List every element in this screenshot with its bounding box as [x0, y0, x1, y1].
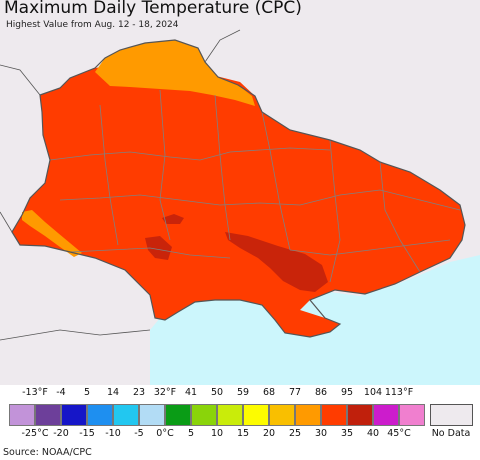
legend-swatch: [321, 404, 347, 426]
legend-celsius-label: 45°C: [387, 428, 411, 439]
legend-swatch: [113, 404, 139, 426]
oblast-borders: [49, 89, 461, 283]
legend-celsius-label: 20: [262, 428, 276, 439]
legend-celsius-label: -15: [79, 428, 95, 439]
legend-celsius-label: -10: [105, 428, 121, 439]
legend-fahrenheit-label: 14: [106, 387, 120, 398]
legend-fahrenheit-label: 77: [288, 387, 302, 398]
legend-celsius-label: 0°C: [156, 428, 174, 439]
map-panel: Maximum Daily Temperature (CPC) Highest …: [0, 0, 480, 385]
legend-celsius-label: 30: [314, 428, 328, 439]
legend-swatch: [399, 404, 425, 426]
legend-no-data-label: No Data: [431, 428, 471, 439]
region-main-area: [12, 63, 465, 337]
legend-no-data-swatch: [430, 404, 473, 426]
legend-swatch: [269, 404, 295, 426]
legend-fahrenheit-label: 32°F: [153, 387, 177, 398]
legend-swatch: [87, 404, 113, 426]
legend-swatch: [191, 404, 217, 426]
legend-swatch: [217, 404, 243, 426]
legend-swatch: [35, 404, 61, 426]
legend-swatch: [9, 404, 35, 426]
source-credit: Source: NOAA/CPC: [3, 447, 92, 458]
neighbor-borders: [0, 29, 241, 341]
legend-swatch: [165, 404, 191, 426]
legend-fahrenheit-label: 95: [340, 387, 354, 398]
legend-swatch: [373, 404, 399, 426]
region-north-band: [95, 40, 255, 106]
region-central-hotspot: [145, 236, 172, 260]
legend-fahrenheit-label: 23: [132, 387, 146, 398]
legend-celsius-label: -25°C: [21, 428, 49, 439]
legend-celsius-label: 5: [187, 428, 195, 439]
legend-swatch: [295, 404, 321, 426]
legend-fahrenheit-label: 5: [83, 387, 91, 398]
legend-fahrenheit-label: -13°F: [22, 387, 48, 398]
legend-fahrenheit-label: 41: [184, 387, 198, 398]
region-west-hotspot: [162, 214, 184, 224]
region-south-hotspot: [225, 232, 328, 292]
legend-celsius-label: 10: [210, 428, 224, 439]
legend-fahrenheit-label: 50: [210, 387, 224, 398]
legend-swatch: [243, 404, 269, 426]
color-legend: -13°F -4 5 14 23 32°F 41 50 59 68 77 86 95 104 113°F -2…: [0, 385, 480, 445]
page-subtitle: Highest Value from Aug. 12 - 18, 2024: [6, 20, 179, 30]
region-southwest-band: [22, 210, 82, 257]
legend-swatch: [139, 404, 165, 426]
map-canvas: [0, 0, 480, 385]
legend-celsius-label: 15: [236, 428, 250, 439]
legend-fahrenheit-label: 86: [314, 387, 328, 398]
legend-celsius-label: -20: [53, 428, 69, 439]
legend-celsius-label: 40: [366, 428, 380, 439]
legend-fahrenheit-label: 68: [262, 387, 276, 398]
legend-fahrenheit-label: -4: [56, 387, 66, 398]
ukraine-border: [11, 39, 466, 338]
legend-swatch: [61, 404, 87, 426]
legend-fahrenheit-label: 104: [363, 387, 383, 398]
legend-fahrenheit-label: 59: [236, 387, 250, 398]
page-title: Maximum Daily Temperature (CPC): [4, 0, 302, 18]
legend-fahrenheit-label: 113°F: [384, 387, 414, 398]
legend-swatch: [347, 404, 373, 426]
legend-celsius-label: 25: [288, 428, 302, 439]
legend-celsius-label: 35: [340, 428, 354, 439]
legend-celsius-label: -5: [134, 428, 144, 439]
